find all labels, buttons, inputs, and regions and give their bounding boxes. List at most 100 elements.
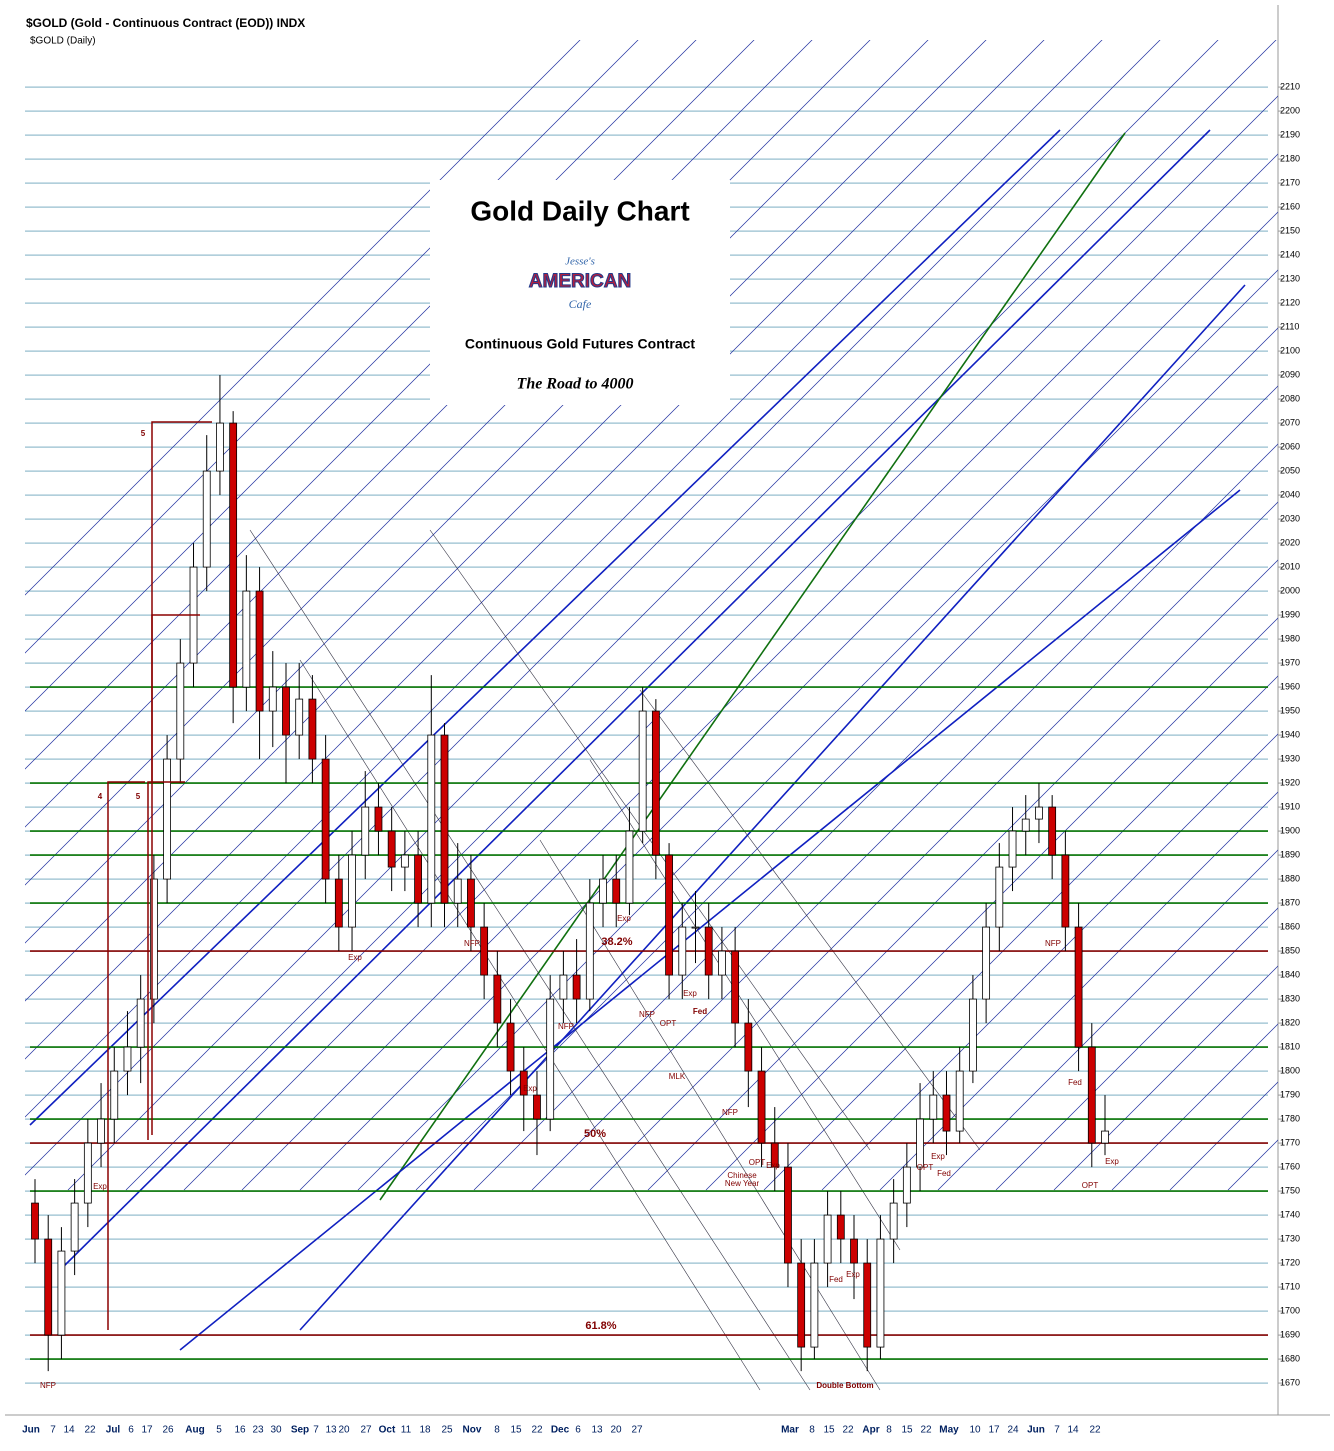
candle-body xyxy=(744,1022,753,1072)
candle-body xyxy=(493,974,502,1024)
trend-line xyxy=(821,733,1278,1191)
candle-body xyxy=(242,590,251,688)
annotation: OPT xyxy=(917,1163,934,1172)
x-tick-label: Jun xyxy=(1027,1425,1045,1436)
candle-body xyxy=(731,950,740,1024)
candle-body xyxy=(546,998,555,1120)
candle-body xyxy=(216,422,224,472)
y-tick-label: 1850 xyxy=(1280,945,1300,955)
candle-body xyxy=(902,1166,911,1204)
candle-body xyxy=(678,926,687,976)
candle-body xyxy=(863,1262,872,1348)
y-tick-label: 2030 xyxy=(1280,513,1300,523)
candle-body xyxy=(718,950,726,976)
title: Gold Daily Chart xyxy=(470,195,689,226)
x-tick-label: 27 xyxy=(360,1425,372,1436)
y-tick-label: 2150 xyxy=(1280,225,1300,235)
y-tick-label: 1690 xyxy=(1280,1329,1300,1339)
candle-body xyxy=(836,1214,845,1240)
trend-line xyxy=(299,211,1278,1191)
candle-body xyxy=(638,710,647,832)
logo-bottom: Cafe xyxy=(569,297,592,311)
header: $GOLD (Gold - Continuous Contract (EOD))… xyxy=(26,16,305,30)
candle-body xyxy=(70,1202,79,1252)
annotation: NFP xyxy=(639,1010,655,1019)
y-tick-label: 1770 xyxy=(1280,1137,1300,1147)
annotation: Exp xyxy=(617,914,631,923)
trend-line xyxy=(25,40,871,886)
x-tick-label: May xyxy=(939,1425,959,1436)
trend-line xyxy=(25,40,639,654)
candle-body xyxy=(361,806,370,856)
y-tick-label: 1810 xyxy=(1280,1041,1300,1051)
x-tick-label: 13 xyxy=(325,1425,337,1436)
annotation: Fed xyxy=(937,1169,951,1178)
x-tick-label: 27 xyxy=(631,1425,643,1436)
trend-line xyxy=(763,675,1278,1191)
annotation: Fed xyxy=(829,1275,843,1284)
candle-body xyxy=(1061,854,1070,928)
x-tick-label: 8 xyxy=(494,1425,500,1436)
annotation: Fed xyxy=(693,1007,707,1016)
candle-body xyxy=(374,806,383,832)
logo-main: AMERICAN xyxy=(529,271,631,292)
y-tick-label: 1740 xyxy=(1280,1209,1300,1219)
trend-line xyxy=(1053,965,1278,1191)
x-tick-label: 30 xyxy=(270,1425,282,1436)
trend-line xyxy=(937,849,1278,1191)
trend-line xyxy=(25,40,1045,1060)
trend-line xyxy=(183,95,1278,1191)
trend-lines xyxy=(25,40,1278,1391)
y-tick-label: 2100 xyxy=(1280,345,1300,355)
down-line xyxy=(299,659,761,1391)
y-tick-label: 1940 xyxy=(1280,729,1300,739)
candle-body xyxy=(599,878,607,904)
x-tick-label: 22 xyxy=(842,1425,854,1436)
annotation: 5 xyxy=(136,792,141,801)
x-tick-label: 13 xyxy=(591,1425,603,1436)
annotation: NFP xyxy=(558,1022,574,1031)
candle-body xyxy=(665,854,673,976)
trend-line xyxy=(25,40,697,712)
x-tick-label: 17 xyxy=(988,1425,1000,1436)
y-tick-label: 1730 xyxy=(1280,1233,1300,1243)
trend-line xyxy=(25,40,929,944)
y-tick-label: 1720 xyxy=(1280,1257,1300,1267)
candle-body xyxy=(585,902,594,1000)
candle-body xyxy=(97,1118,105,1144)
candle-body xyxy=(651,710,660,856)
y-tick-label: 2020 xyxy=(1280,537,1300,547)
y-tick-label: 1710 xyxy=(1280,1281,1300,1291)
annotation: Fed xyxy=(1068,1078,1082,1087)
x-tick-label: 22 xyxy=(84,1425,96,1436)
annotation: MLK xyxy=(669,1072,686,1081)
candle-body xyxy=(57,1250,66,1336)
y-tick-label: 1920 xyxy=(1280,777,1300,787)
candle-body xyxy=(31,1202,39,1240)
candle-body xyxy=(427,734,436,904)
candle-body xyxy=(533,1094,541,1120)
x-tick-label: 18 xyxy=(419,1425,431,1436)
fib-label: 50% xyxy=(584,1128,606,1140)
candle-body xyxy=(612,878,621,904)
candle-body xyxy=(176,662,185,760)
candle-body xyxy=(480,926,489,976)
annotation: OPT xyxy=(749,1158,766,1167)
candle-body xyxy=(308,698,317,760)
down-line xyxy=(639,689,981,1151)
x-tick-label: 7 xyxy=(1054,1425,1060,1436)
x-tick-label: Mar xyxy=(781,1425,799,1436)
y-tick-label: 1970 xyxy=(1280,657,1300,667)
y-tick-label: 2080 xyxy=(1280,393,1300,403)
trend-line xyxy=(241,153,1278,1191)
y-tick-label: 1880 xyxy=(1280,873,1300,883)
x-tick-label: 17 xyxy=(141,1425,153,1436)
y-tick-label: 2140 xyxy=(1280,249,1300,259)
y-tick-label: 2000 xyxy=(1280,585,1300,595)
annotation: Exp xyxy=(348,953,362,962)
candle-body xyxy=(823,1214,832,1264)
y-tick-label: 2180 xyxy=(1280,153,1300,163)
trend-line-major xyxy=(59,129,1211,1271)
annotation: New Year xyxy=(725,1179,760,1188)
